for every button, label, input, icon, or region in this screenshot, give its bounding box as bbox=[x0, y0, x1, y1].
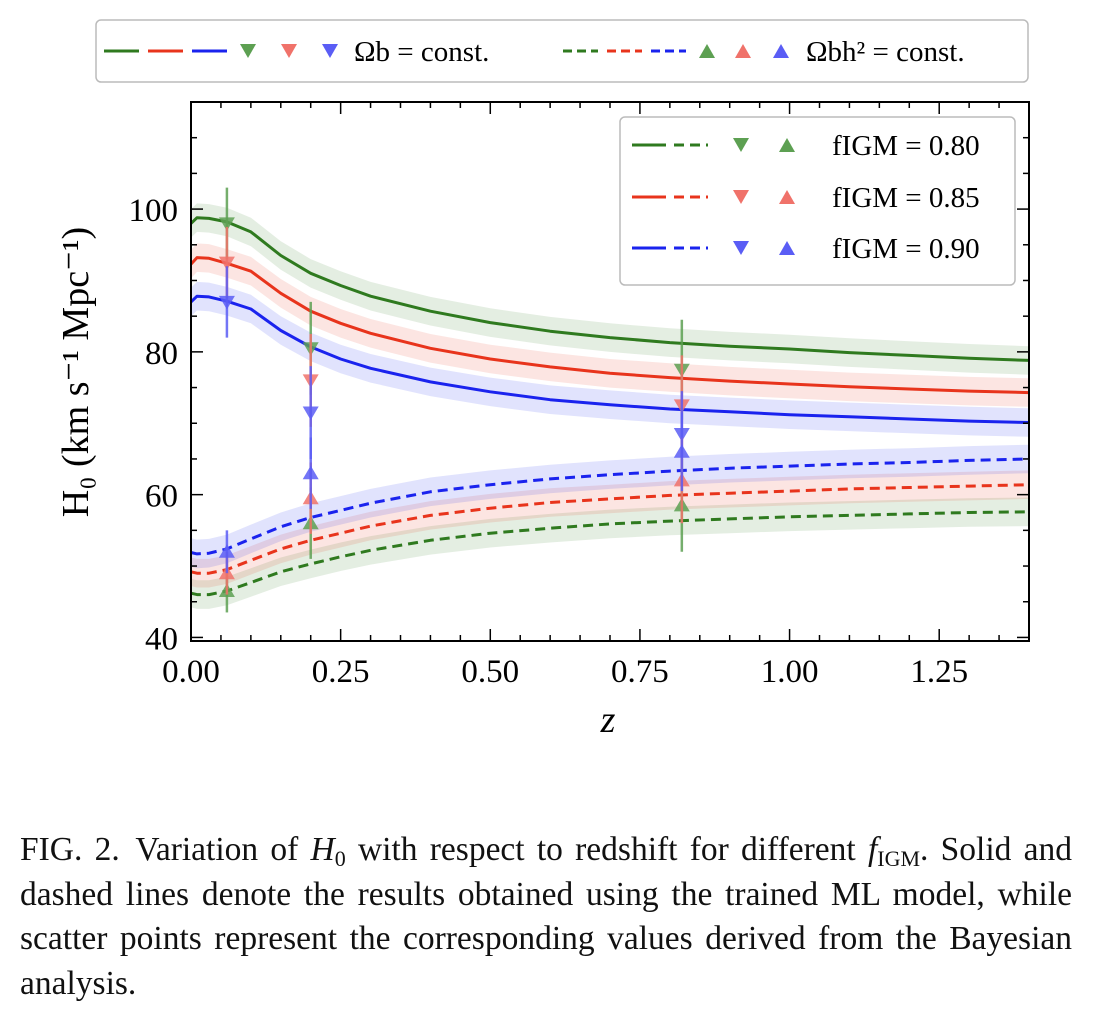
marker-z0.06-blue-down bbox=[218, 295, 235, 310]
scatter-points bbox=[218, 187, 690, 613]
x-tick-label-0.75: 0.75 bbox=[611, 654, 669, 690]
inner-legend-down-blue bbox=[733, 241, 749, 255]
caption-text-1: Variation of bbox=[135, 831, 311, 868]
top-legend-label-1: Ωb = const. bbox=[354, 36, 489, 68]
marker-z0.06-red-down bbox=[218, 256, 235, 271]
figure: Ωb = const. Ωbh² = const. 0.00 0.25 0.50 0.… bbox=[55, 19, 1030, 741]
caption-figm: f bbox=[867, 831, 878, 868]
marker-z0.2-blue-down bbox=[302, 406, 319, 421]
top-legend-up-marker-red bbox=[735, 44, 751, 58]
caption-text-3: . Solid and dashed lines denote the resu… bbox=[20, 831, 1073, 1002]
caption-figm-sub: IGM bbox=[877, 846, 921, 871]
top-legend-down-marker-blue bbox=[322, 44, 338, 58]
inner-legend-frame bbox=[619, 116, 1016, 286]
inner-legend-label-090: fIGM = 0.90 bbox=[832, 233, 980, 265]
h0-redshift-chart: Ωb = const. Ωbh² = const. 0.00 0.25 0.50 0.… bbox=[55, 19, 1030, 741]
x-tick-label-1.00: 1.00 bbox=[761, 654, 819, 690]
x-tick-label-0.25: 0.25 bbox=[312, 654, 370, 690]
y-tick-label-80: 80 bbox=[145, 336, 178, 372]
marker-z0.2-blue-up bbox=[302, 465, 319, 480]
inner-legend: fIGM = 0.80 fIGM = 0.85 fIGM = 0.90 bbox=[619, 116, 1016, 286]
caption-h0-sub: 0 bbox=[334, 846, 346, 871]
inner-legend-up-blue bbox=[779, 241, 795, 255]
inner-legend-up-red bbox=[779, 190, 795, 204]
top-legend-down-marker-green bbox=[240, 44, 256, 58]
band-090-dashed bbox=[191, 444, 1029, 569]
axis-ticks bbox=[190, 101, 1030, 641]
top-legend-up-marker-green bbox=[699, 44, 715, 58]
x-tick-label-0.50: 0.50 bbox=[461, 654, 519, 690]
x-tick-label-1.25: 1.25 bbox=[910, 654, 968, 690]
band-085-dashed bbox=[191, 470, 1029, 588]
y-tick-label-60: 60 bbox=[145, 479, 178, 515]
tick-labels: 0.00 0.25 0.50 0.75 1.00 1.25 40 60 80 100 bbox=[129, 193, 969, 690]
y-axis-label: H₀ (km s⁻¹ Mpc⁻¹) bbox=[55, 227, 97, 517]
x-tick-label-0.00: 0.00 bbox=[162, 654, 220, 690]
top-legend: Ωb = const. Ωbh² = const. bbox=[95, 19, 1029, 83]
figure-caption: FIG. 2. Variation of H0 with respect to … bbox=[20, 828, 1072, 1006]
line-080-dashed bbox=[190, 510, 1030, 597]
inner-legend-down-red bbox=[733, 190, 749, 204]
line-085-solid bbox=[189, 256, 1030, 395]
caption-h0: H bbox=[310, 831, 335, 868]
marker-z0.06-blue-up bbox=[218, 544, 235, 558]
line-085-dashed bbox=[190, 483, 1030, 575]
marker-z0.06-green-down bbox=[218, 217, 235, 231]
top-legend-down-marker-red bbox=[281, 44, 297, 58]
inner-legend-down-green bbox=[733, 138, 749, 152]
top-legend-up-marker-blue bbox=[773, 44, 789, 58]
marker-z0.82-blue-up bbox=[673, 444, 690, 458]
x-axis-label: z bbox=[600, 699, 616, 741]
inner-legend-up-green bbox=[779, 138, 795, 152]
band-080-dashed bbox=[191, 497, 1029, 609]
y-tick-label-40: 40 bbox=[145, 621, 178, 657]
inner-legend-label-085: fIGM = 0.85 bbox=[832, 182, 980, 214]
caption-label: FIG. 2. bbox=[20, 831, 120, 868]
inner-legend-label-080: fIGM = 0.80 bbox=[832, 130, 980, 162]
y-tick-label-100: 100 bbox=[129, 193, 179, 229]
top-legend-label-2: Ωbh² = const. bbox=[806, 36, 965, 68]
top-legend-frame bbox=[95, 19, 1029, 83]
line-090-dashed bbox=[190, 457, 1030, 556]
caption-text-2: with respect to redshift for different bbox=[345, 831, 868, 868]
